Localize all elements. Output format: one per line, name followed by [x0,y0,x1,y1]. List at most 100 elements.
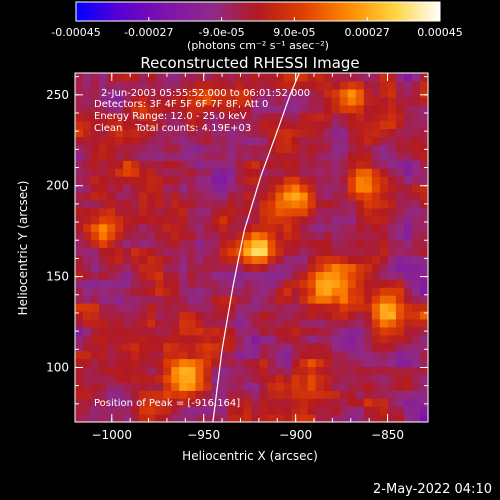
heatmap-cell [171,310,180,320]
heatmap-cell [123,120,132,130]
heatmap-cell [219,176,229,185]
heatmap-cell [283,263,293,272]
heatmap-cell [203,80,212,90]
heatmap-cell [307,326,317,336]
heatmap-cell [75,318,84,328]
heatmap-cell [107,128,116,138]
heatmap-cell [259,287,269,296]
heatmap-cell [75,231,84,241]
heatmap-cell [75,223,84,233]
heatmap-cell [99,160,108,169]
heatmap-cell [155,406,164,415]
heatmap-cell [379,73,389,82]
heatmap-cell [387,152,397,161]
heatmap-cell [131,318,140,328]
heatmap-cell [299,152,309,161]
heatmap-cell [323,136,333,145]
heatmap-cell [123,263,132,272]
heatmap-cell [339,239,349,249]
heatmap-cell [83,112,92,122]
heatmap-cell [283,104,293,114]
heatmap-cell [163,120,172,130]
heatmap-cell [123,303,132,312]
heatmap-cell [347,104,357,114]
heatmap-cell [411,207,421,217]
heatmap-cell [99,398,108,407]
heatmap-cell [211,168,221,177]
heatmap-cell [123,73,132,82]
heatmap-cell [211,318,221,328]
heatmap-cell [283,73,293,82]
heatmap-cell [235,295,245,304]
heatmap-cell [395,223,405,233]
heatmap-cell [315,358,325,368]
heatmap-cell [283,406,293,415]
heatmap-cell [179,104,188,114]
heatmap-cell [115,382,124,391]
heatmap-cell [123,231,132,241]
heatmap-cell [355,223,365,233]
heatmap-cell [243,88,253,98]
heatmap-cell [299,80,309,90]
heatmap-cell [107,334,116,344]
heatmap-cell [403,207,413,217]
heatmap-cell [251,279,261,288]
heatmap-cell [203,255,212,264]
heatmap-cell [203,326,212,336]
heatmap-cell [355,414,365,423]
heatmap-cell [275,271,285,280]
heatmap-cell [83,184,92,193]
heatmap-cell [323,239,333,249]
heatmap-cell [291,80,301,90]
heatmap-cell [147,326,156,336]
heatmap-cell [83,358,92,368]
heatmap-cell [227,247,237,257]
heatmap-cell [403,350,413,360]
heatmap-cell [419,120,429,130]
heatmap-cell [347,120,357,130]
heatmap-cell [371,279,381,288]
colorbar-tick-label: -9.0e-05 [198,26,244,39]
heatmap-cell [387,271,397,280]
heatmap-cell [395,255,405,264]
heatmap-cell [307,350,317,360]
heatmap-cell [307,318,317,328]
heatmap-cell [83,207,92,217]
heatmap-cell [195,303,204,312]
heatmap-cell [187,398,196,407]
heatmap-cell [275,128,285,138]
heatmap-cell [115,223,124,233]
heatmap-cell [371,342,381,352]
heatmap-cell [147,168,156,177]
heatmap-cell [387,104,397,114]
heatmap-cell [227,295,237,304]
heatmap-cell [371,414,381,423]
heatmap-cell [203,104,212,114]
heatmap-cell [139,73,148,82]
heatmap-cell [419,342,429,352]
heatmap-cell [171,414,180,423]
heatmap-cell [155,80,164,90]
heatmap-cell [243,303,253,312]
heatmap-cell [283,168,293,177]
heatmap-cell [139,104,148,114]
heatmap-cell [115,96,124,106]
heatmap-cell [107,255,116,264]
heatmap-cell [115,374,124,383]
heatmap-cell [395,207,405,217]
heatmap-cell [187,120,196,130]
heatmap-cell [107,406,116,415]
heatmap-cell [379,358,389,368]
heatmap-cell [211,144,221,153]
heatmap-cell [267,295,277,304]
heatmap-cell [235,390,245,399]
heatmap-cell [131,176,140,185]
heatmap-cell [315,88,325,98]
heatmap-cell [403,176,413,185]
heatmap-cell [163,263,172,272]
heatmap-cell [179,334,188,344]
heatmap-cell [315,342,325,352]
heatmap-cell [235,342,245,352]
heatmap-cell [411,80,421,90]
heatmap-cell [403,73,413,82]
